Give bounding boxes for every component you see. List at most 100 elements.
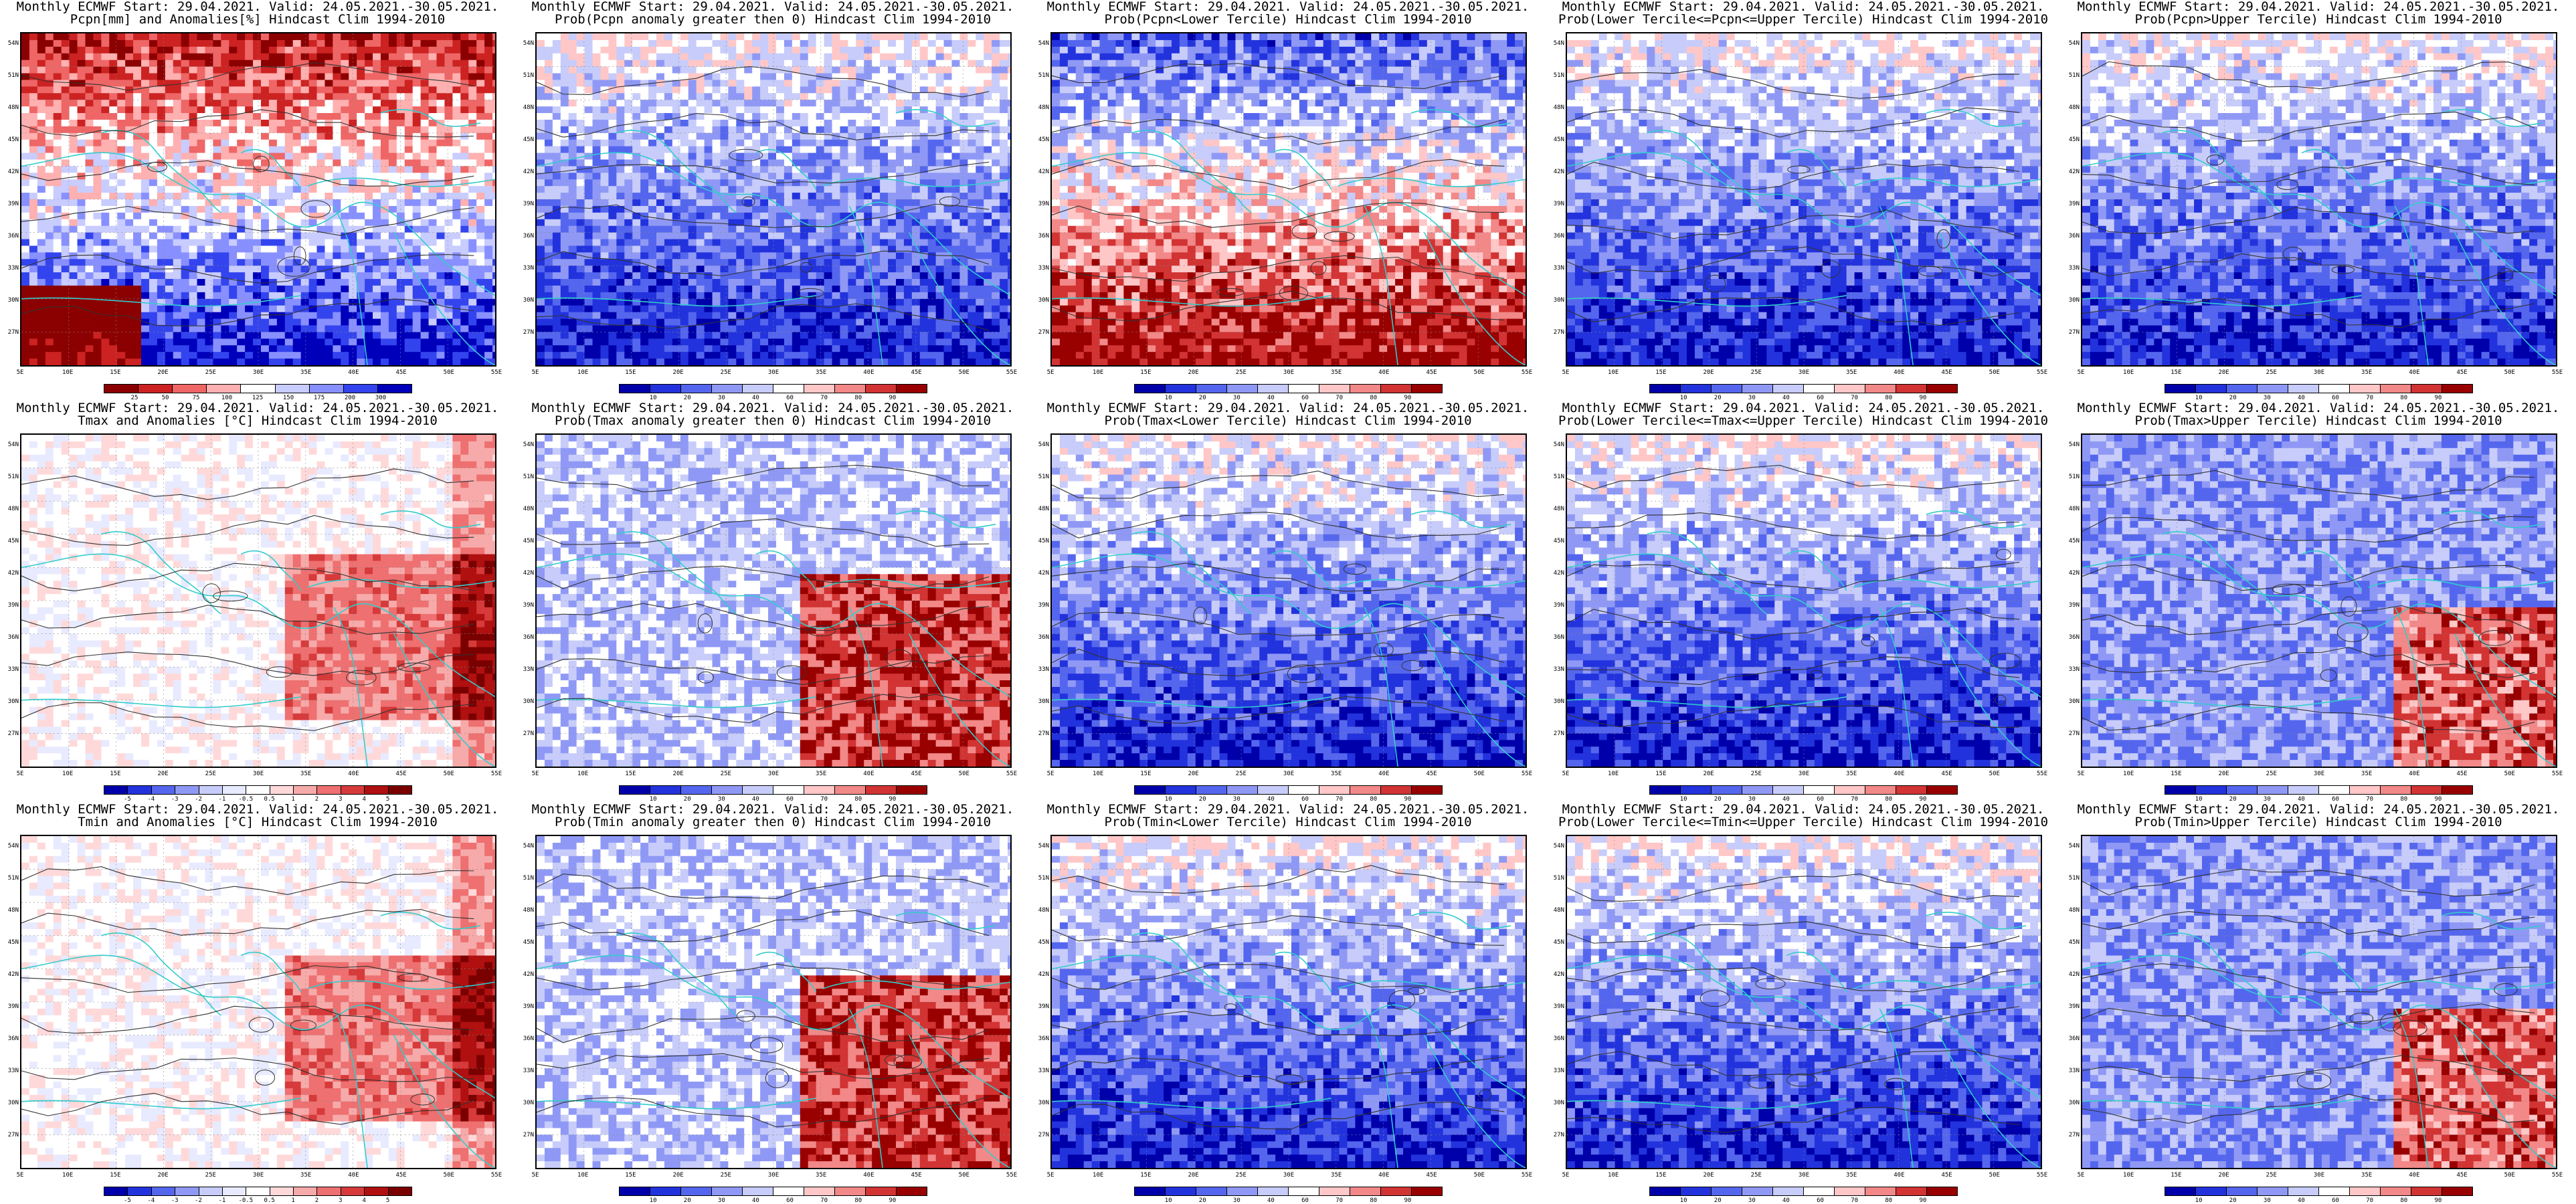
colorbar-swatch bbox=[1319, 384, 1350, 393]
latitude-tick-label: 36N bbox=[0, 233, 19, 239]
colorbar-swatch bbox=[1319, 785, 1350, 795]
longitude-tick-label: 40E bbox=[863, 369, 874, 376]
latitude-tick-label: 54N bbox=[0, 843, 19, 849]
longitude-tick-label: 40E bbox=[2409, 771, 2419, 777]
colorbar-tick-label: 80 bbox=[2400, 1197, 2407, 1204]
latitude-tick-label: 33N bbox=[2061, 1068, 2080, 1074]
latitude-tick-label: 33N bbox=[1030, 265, 1049, 272]
latitude-tick-label: 27N bbox=[2061, 730, 2080, 737]
latitude-tick-label: 30N bbox=[2061, 297, 2080, 304]
colorbar-tick-label: 70 bbox=[820, 395, 828, 401]
colorbar-swatch bbox=[742, 384, 773, 393]
latitude-tick-label: 33N bbox=[1546, 666, 1564, 673]
latitude-tick-label: 30N bbox=[515, 297, 534, 304]
colorbar-tick-label: 90 bbox=[2434, 796, 2442, 803]
latitude-tick-label: 51N bbox=[1546, 875, 1564, 882]
longitude-tick-label: 50E bbox=[444, 771, 454, 777]
colorbar-tick-label: 10 bbox=[2195, 1197, 2203, 1204]
longitude-tick-label: 45E bbox=[2456, 369, 2467, 376]
colorbar-swatch bbox=[387, 1187, 412, 1196]
colorbar-tick-label: -1 bbox=[219, 1197, 226, 1204]
longitude-tick-label: 55E bbox=[1006, 1172, 1017, 1179]
map-svg bbox=[1567, 836, 2041, 1168]
latitude-tick-label: 30N bbox=[0, 698, 19, 705]
colorbar-swatch bbox=[343, 384, 378, 393]
colorbar-tick-label: 80 bbox=[1885, 796, 1892, 803]
panel-title-line2: Prob(Lower Tercile<=Tmin<=Upper Tercile)… bbox=[1546, 815, 2061, 829]
latitude-tick-label: 30N bbox=[1030, 698, 1049, 705]
colorbar-swatch bbox=[221, 1187, 247, 1196]
colorbar-swatch bbox=[246, 785, 270, 795]
longitude-tick-label: 15E bbox=[2171, 369, 2181, 376]
map-svg bbox=[1052, 435, 1526, 767]
colorbar-swatch bbox=[240, 384, 276, 393]
colorbar-tick-label: 200 bbox=[345, 395, 355, 401]
colorbar-swatch bbox=[2349, 1187, 2381, 1196]
colorbar-tick-label: 60 bbox=[2332, 796, 2339, 803]
longitude-tick-label: 20E bbox=[1188, 771, 1198, 777]
colorbar-swatch bbox=[316, 1187, 341, 1196]
longitude-tick-label: 35E bbox=[816, 771, 826, 777]
colorbar-tick-label: 80 bbox=[1370, 796, 1377, 803]
latitude-tick-label: 42N bbox=[1030, 570, 1049, 577]
colorbar-tick-label: 40 bbox=[1782, 796, 1790, 803]
longitude-tick-label: 30E bbox=[768, 771, 779, 777]
map-svg bbox=[537, 33, 1010, 365]
colorbar-swatch bbox=[1411, 384, 1443, 393]
latitude-tick-label: 39N bbox=[1030, 201, 1049, 207]
colorbar-swatch bbox=[1380, 1187, 1412, 1196]
colorbar-swatch bbox=[1257, 785, 1289, 795]
colorbar-legend: 10 20 30 40 60 70 80 90 bbox=[2165, 384, 2473, 401]
longitude-tick-label: 15E bbox=[625, 771, 636, 777]
colorbar-swatch bbox=[1288, 1187, 1319, 1196]
longitude-tick-label: 45E bbox=[2456, 1172, 2467, 1179]
longitude-tick-label: 50E bbox=[444, 1172, 454, 1179]
colorbar-swatch bbox=[269, 785, 294, 795]
colorbar-swatch bbox=[2349, 384, 2381, 393]
longitude-tick-label: 20E bbox=[1188, 1172, 1198, 1179]
longitude-tick-label: 20E bbox=[1188, 369, 1198, 376]
longitude-tick-label: 5E bbox=[2078, 771, 2085, 777]
colorbar-tick-label: 80 bbox=[854, 796, 862, 803]
longitude-tick-label: 45E bbox=[1941, 369, 1952, 376]
latitude-tick-label: 45N bbox=[1030, 538, 1049, 544]
longitude-tick-label: 50E bbox=[959, 369, 970, 376]
longitude-tick-label: 10E bbox=[577, 771, 588, 777]
longitude-tick-label: 20E bbox=[2218, 771, 2229, 777]
colorbar-swatch bbox=[1772, 384, 1804, 393]
longitude-tick-label: 30E bbox=[253, 1172, 264, 1179]
latitude-tick-label: 54N bbox=[1030, 843, 1049, 849]
map-svg bbox=[537, 836, 1010, 1168]
panel-title-line2: Prob(Tmin anomaly greater then 0) Hindca… bbox=[515, 815, 1030, 829]
latitude-tick-label: 36N bbox=[1546, 233, 1564, 239]
longitude-tick-label: 15E bbox=[625, 1172, 636, 1179]
longitude-tick-label: 10E bbox=[1093, 369, 1103, 376]
longitude-tick-label: 30E bbox=[768, 369, 779, 376]
latitude-tick-label: 33N bbox=[0, 1068, 19, 1074]
longitude-tick-label: 30E bbox=[1283, 369, 1294, 376]
longitude-tick-label: 35E bbox=[300, 1172, 311, 1179]
latitude-tick-label: 51N bbox=[515, 72, 534, 79]
panel-title-line1: Monthly ECMWF Start: 29.04.2021. Valid: … bbox=[2061, 803, 2576, 817]
longitude-tick-label: 55E bbox=[1522, 771, 1532, 777]
latitude-tick-label: 27N bbox=[1546, 329, 1564, 336]
longitude-tick-label: 5E bbox=[17, 1172, 24, 1179]
forecast-panel: Monthly ECMWF Start: 29.04.2021. Valid: … bbox=[0, 0, 515, 401]
colorbar-tick-label: 90 bbox=[1919, 1197, 1926, 1204]
panel-title-line1: Monthly ECMWF Start: 29.04.2021. Valid: … bbox=[515, 401, 1030, 415]
latitude-tick-label: 36N bbox=[2061, 233, 2080, 239]
latitude-tick-label: 48N bbox=[2061, 506, 2080, 512]
longitude-tick-label: 20E bbox=[157, 1172, 168, 1179]
colorbar-swatch bbox=[1380, 384, 1412, 393]
colorbar-tick-label: 90 bbox=[2434, 1197, 2442, 1204]
colorbar-tick-label: 10 bbox=[1680, 1197, 1687, 1204]
latitude-tick-label: 54N bbox=[2061, 40, 2080, 47]
colorbar-tick-label: 10 bbox=[2195, 796, 2203, 803]
longitude-tick-label: 5E bbox=[17, 369, 24, 376]
longitude-tick-label: 30E bbox=[2314, 369, 2324, 376]
map-svg bbox=[2082, 836, 2556, 1168]
colorbar-swatch bbox=[1711, 384, 1742, 393]
longitude-tick-label: 15E bbox=[1655, 1172, 1666, 1179]
panel-title-line1: Monthly ECMWF Start: 29.04.2021. Valid: … bbox=[1030, 401, 1546, 415]
colorbar-legend: 10 20 30 40 60 70 80 90 bbox=[1134, 1187, 1443, 1204]
